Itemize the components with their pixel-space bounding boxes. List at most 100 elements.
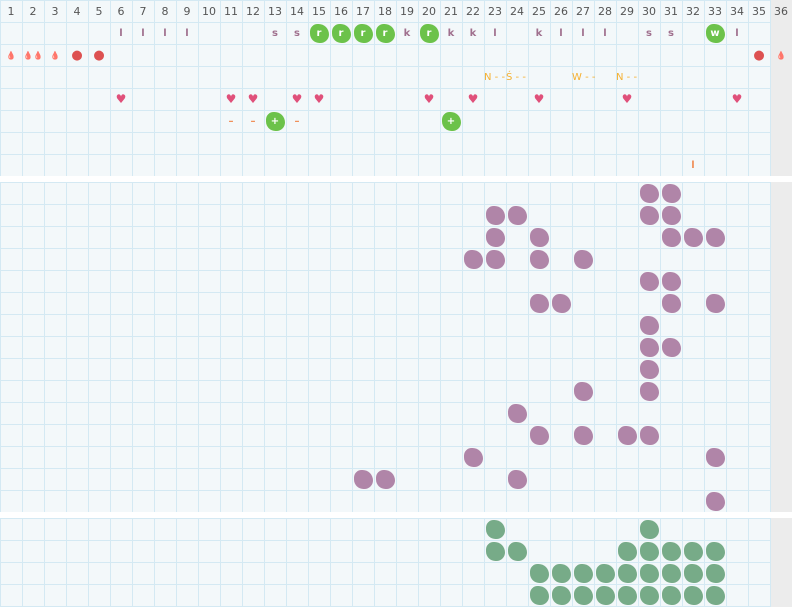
purple-tile[interactable]: [506, 204, 528, 226]
purple-tile[interactable]: [462, 248, 484, 270]
marker-green[interactable]: r: [308, 22, 330, 44]
marker-dot[interactable]: ●: [88, 44, 110, 66]
purple-tile[interactable]: [528, 248, 550, 270]
purple-tile[interactable]: [638, 424, 660, 446]
marker-heart[interactable]: ♥: [286, 88, 308, 110]
teal-tile[interactable]: [638, 518, 660, 540]
purple-tile[interactable]: [704, 446, 726, 468]
marker-heart[interactable]: ♥: [462, 88, 484, 110]
marker-dot[interactable]: ●: [66, 44, 88, 66]
teal-tile[interactable]: [528, 562, 550, 584]
marker-letter[interactable]: k: [528, 22, 550, 44]
marker-heart[interactable]: ♥: [616, 88, 638, 110]
teal-tile[interactable]: [638, 562, 660, 584]
purple-tile[interactable]: [572, 380, 594, 402]
purple-tile[interactable]: [638, 380, 660, 402]
marker-letter[interactable]: l: [572, 22, 594, 44]
marker-orange[interactable]: W - -: [572, 66, 595, 88]
purple-tile[interactable]: [528, 292, 550, 314]
teal-tile[interactable]: [572, 584, 594, 606]
purple-tile[interactable]: [352, 468, 374, 490]
marker-heart[interactable]: ♥: [418, 88, 440, 110]
marker-letter[interactable]: l: [110, 22, 132, 44]
teal-tile[interactable]: [682, 584, 704, 606]
purple-tile[interactable]: [704, 226, 726, 248]
purple-tile[interactable]: [528, 226, 550, 248]
teal-tile[interactable]: [616, 562, 638, 584]
purple-tile[interactable]: [660, 226, 682, 248]
marker-dash[interactable]: –: [220, 110, 242, 132]
purple-tile[interactable]: [462, 446, 484, 468]
marker-letter[interactable]: l: [594, 22, 616, 44]
purple-tile[interactable]: [572, 248, 594, 270]
marker-green[interactable]: +: [440, 110, 462, 132]
marker-heart[interactable]: ♥: [726, 88, 748, 110]
marker-heart[interactable]: ♥: [220, 88, 242, 110]
purple-tile[interactable]: [638, 182, 660, 204]
marker-drop[interactable]: 💧: [0, 44, 22, 66]
marker-dash[interactable]: –: [286, 110, 308, 132]
purple-tile[interactable]: [506, 402, 528, 424]
marker-letter[interactable]: l: [484, 22, 506, 44]
marker-green[interactable]: +: [264, 110, 286, 132]
teal-tile[interactable]: [616, 540, 638, 562]
teal-tile[interactable]: [660, 540, 682, 562]
teal-tile[interactable]: [704, 540, 726, 562]
marker-letter[interactable]: k: [440, 22, 462, 44]
marker-dash[interactable]: l: [682, 154, 704, 176]
purple-tile[interactable]: [528, 424, 550, 446]
teal-tile[interactable]: [682, 562, 704, 584]
purple-tile[interactable]: [638, 358, 660, 380]
marker-heart[interactable]: ♥: [242, 88, 264, 110]
purple-tile[interactable]: [638, 270, 660, 292]
teal-tile[interactable]: [616, 584, 638, 606]
teal-tile[interactable]: [594, 562, 616, 584]
purple-tile[interactable]: [616, 424, 638, 446]
purple-tile[interactable]: [484, 248, 506, 270]
teal-tile[interactable]: [484, 540, 506, 562]
teal-tile[interactable]: [638, 584, 660, 606]
marker-letter[interactable]: k: [396, 22, 418, 44]
marker-drop[interactable]: 💧💧: [22, 44, 44, 66]
teal-tile[interactable]: [550, 562, 572, 584]
marker-heart[interactable]: ♥: [308, 88, 330, 110]
teal-tile[interactable]: [682, 540, 704, 562]
marker-letter[interactable]: s: [638, 22, 660, 44]
marker-letter[interactable]: s: [660, 22, 682, 44]
marker-heart[interactable]: ♥: [110, 88, 132, 110]
purple-tile[interactable]: [484, 204, 506, 226]
marker-letter[interactable]: s: [264, 22, 286, 44]
marker-green[interactable]: w: [704, 22, 726, 44]
purple-tile[interactable]: [660, 292, 682, 314]
teal-tile[interactable]: [638, 540, 660, 562]
purple-tile[interactable]: [638, 314, 660, 336]
purple-tile[interactable]: [550, 292, 572, 314]
purple-tile[interactable]: [660, 270, 682, 292]
marker-letter[interactable]: l: [132, 22, 154, 44]
teal-tile[interactable]: [528, 584, 550, 606]
purple-tile[interactable]: [704, 292, 726, 314]
purple-tile[interactable]: [660, 182, 682, 204]
teal-tile[interactable]: [506, 540, 528, 562]
marker-dot[interactable]: ●: [748, 44, 770, 66]
marker-orange[interactable]: N - -: [484, 66, 506, 88]
teal-tile[interactable]: [660, 584, 682, 606]
purple-tile[interactable]: [484, 226, 506, 248]
marker-letter[interactable]: l: [154, 22, 176, 44]
teal-tile[interactable]: [550, 584, 572, 606]
purple-tile[interactable]: [704, 490, 726, 512]
marker-heart[interactable]: ♥: [528, 88, 550, 110]
marker-letter[interactable]: l: [176, 22, 198, 44]
marker-letter[interactable]: s: [286, 22, 308, 44]
teal-tile[interactable]: [484, 518, 506, 540]
purple-tile[interactable]: [638, 204, 660, 226]
marker-letter[interactable]: k: [462, 22, 484, 44]
teal-tile[interactable]: [660, 562, 682, 584]
marker-green[interactable]: r: [352, 22, 374, 44]
purple-tile[interactable]: [374, 468, 396, 490]
teal-tile[interactable]: [572, 562, 594, 584]
marker-drop[interactable]: 💧: [44, 44, 66, 66]
purple-tile[interactable]: [682, 226, 704, 248]
teal-tile[interactable]: [704, 584, 726, 606]
marker-letter[interactable]: l: [550, 22, 572, 44]
